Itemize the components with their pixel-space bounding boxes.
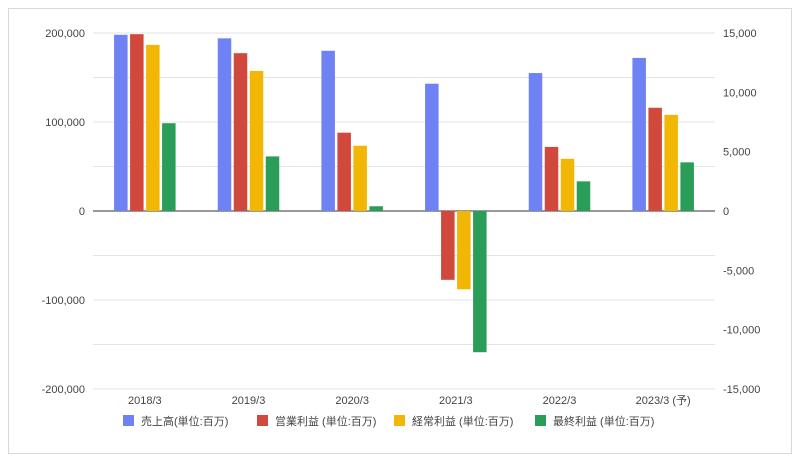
left-axis-tick-label: -200,000 bbox=[42, 384, 85, 396]
x-axis-tick-label: 2020/3 bbox=[335, 395, 369, 407]
legend: 売上高(単位:百万) 営業利益 (単位:百万) 経常利益 (単位:百万) 最終利益 (… bbox=[123, 414, 654, 428]
bar bbox=[576, 181, 591, 211]
bar bbox=[337, 132, 351, 211]
left-axis-tick-label: 0 bbox=[79, 206, 85, 218]
legend-swatch bbox=[257, 415, 268, 426]
right-axis: 15,000 10,000 5,000 0 -5,000 -10,000 -15,000 bbox=[723, 28, 760, 396]
legend-swatch bbox=[535, 415, 546, 426]
legend-swatch bbox=[123, 415, 134, 426]
bar bbox=[162, 123, 176, 211]
legend-label: 売上高(単位:百万) bbox=[141, 414, 228, 428]
bar bbox=[130, 34, 144, 211]
chart-container: 200,000 100,000 0 -100,000 -200,000 15,000 10… bbox=[8, 8, 792, 454]
bar bbox=[648, 107, 662, 211]
bar bbox=[233, 53, 248, 211]
bar bbox=[353, 145, 367, 211]
bar bbox=[217, 38, 232, 212]
bar bbox=[544, 146, 559, 211]
x-axis-tick-label: 2021/3 bbox=[439, 395, 473, 407]
right-axis-tick-label: -5,000 bbox=[723, 265, 754, 277]
legend-label: 営業利益 (単位:百万) bbox=[275, 414, 376, 428]
left-axis: 200,000 100,000 0 -100,000 -200,000 bbox=[42, 28, 85, 396]
bar bbox=[249, 70, 264, 211]
left-axis-tick-label: 100,000 bbox=[45, 117, 85, 129]
bars bbox=[114, 34, 694, 353]
x-axis: 2018/3 2019/3 2020/3 2021/3 2022/3 2023/3 (予) bbox=[128, 394, 691, 407]
x-axis-tick-label: 2019/3 bbox=[232, 395, 266, 407]
right-axis-tick-label: 15,000 bbox=[723, 28, 757, 40]
bar bbox=[457, 211, 471, 290]
left-axis-tick-label: 200,000 bbox=[45, 28, 85, 40]
bar bbox=[321, 50, 335, 211]
bar bbox=[114, 34, 128, 211]
x-axis-tick-label: 2018/3 bbox=[128, 395, 162, 407]
bar bbox=[632, 57, 646, 211]
bar bbox=[528, 73, 543, 211]
bar bbox=[441, 211, 455, 280]
bar bbox=[146, 44, 160, 211]
bar bbox=[369, 206, 383, 211]
legend-label: 経常利益 (単位:百万) bbox=[412, 414, 513, 428]
bar bbox=[265, 156, 280, 211]
bar-chart: 200,000 100,000 0 -100,000 -200,000 15,000 10… bbox=[42, 28, 761, 428]
right-axis-tick-label: 10,000 bbox=[723, 87, 757, 99]
right-axis-tick-label: 0 bbox=[723, 206, 729, 218]
bar bbox=[473, 211, 487, 353]
legend-label: 最終利益 (単位:百万) bbox=[553, 414, 654, 428]
bar bbox=[680, 162, 694, 211]
right-axis-tick-label: -10,000 bbox=[723, 325, 760, 337]
gridlines bbox=[93, 32, 715, 390]
x-axis-tick-label: 2023/3 (予) bbox=[636, 394, 691, 407]
legend-swatch bbox=[394, 415, 405, 426]
x-axis-tick-label: 2022/3 bbox=[543, 395, 577, 407]
bar bbox=[664, 114, 678, 211]
bar bbox=[425, 83, 439, 211]
left-axis-tick-label: -100,000 bbox=[42, 295, 85, 307]
right-axis-tick-label: 5,000 bbox=[723, 147, 751, 159]
right-axis-tick-label: -15,000 bbox=[723, 384, 760, 396]
bar bbox=[560, 158, 575, 211]
